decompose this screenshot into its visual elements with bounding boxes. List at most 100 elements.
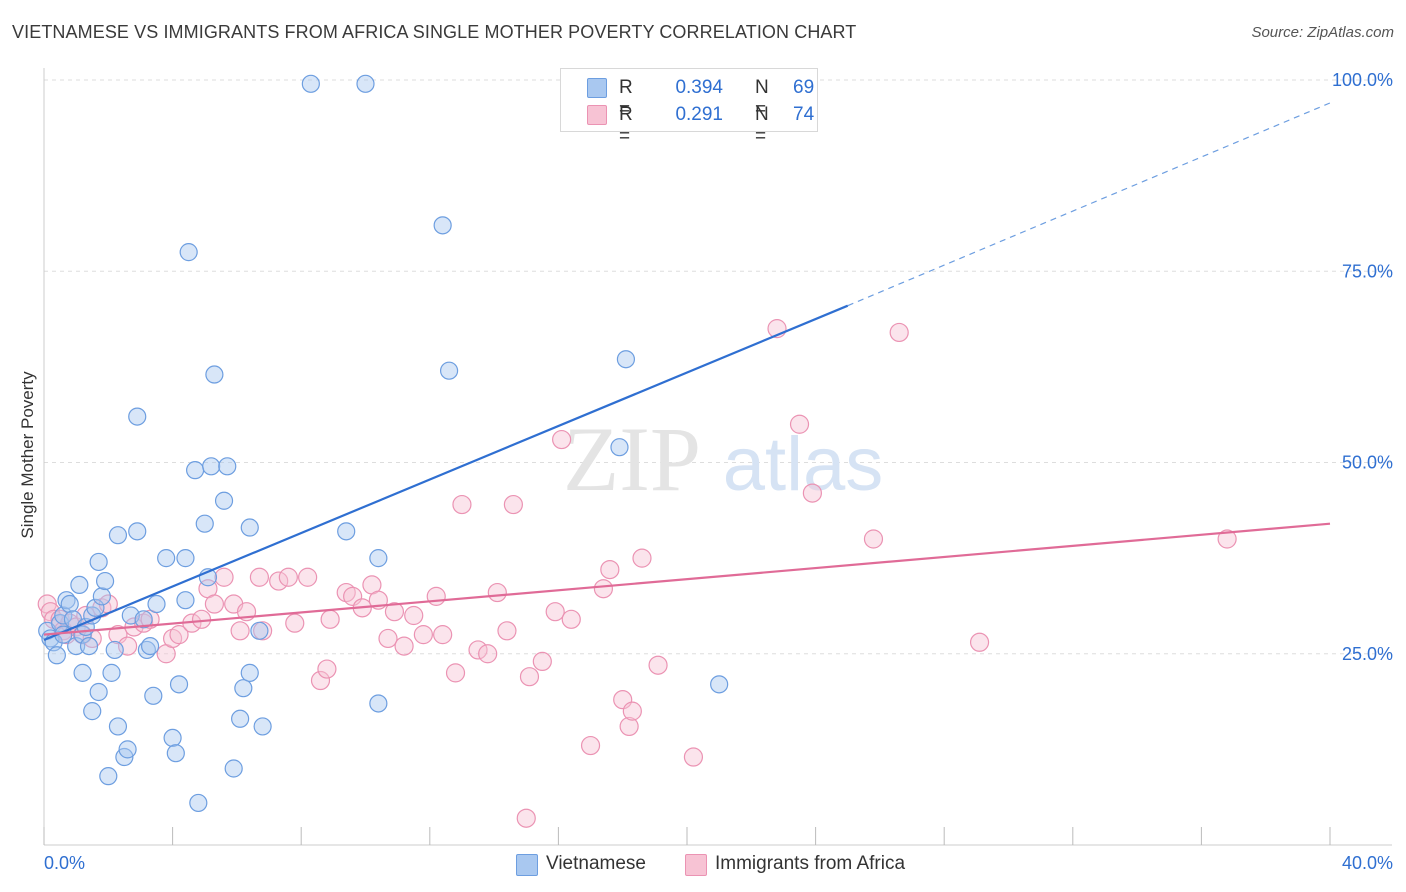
data-point-vietnamese bbox=[240, 518, 259, 537]
data-point-vietnamese bbox=[214, 491, 234, 510]
data-point-africa bbox=[593, 579, 614, 599]
data-point-vietnamese bbox=[89, 552, 108, 572]
data-point-vietnamese bbox=[253, 717, 272, 736]
legend-swatch-blue bbox=[587, 78, 607, 98]
data-point-vietnamese bbox=[157, 549, 176, 568]
data-point-africa bbox=[320, 609, 340, 629]
data-point-vietnamese bbox=[144, 686, 163, 705]
data-point-africa bbox=[863, 529, 884, 549]
data-point-vietnamese bbox=[189, 793, 208, 813]
data-point-africa bbox=[204, 594, 224, 614]
data-point-vietnamese bbox=[73, 663, 92, 682]
data-point-vietnamese bbox=[231, 709, 250, 728]
data-point-vietnamese bbox=[176, 549, 195, 568]
legend-swatch-blue bbox=[516, 854, 538, 876]
data-point-vietnamese bbox=[616, 350, 636, 369]
data-point-vietnamese bbox=[250, 621, 269, 640]
data-point-vietnamese bbox=[54, 606, 73, 625]
data-point-africa bbox=[561, 609, 581, 629]
data-point-vietnamese bbox=[369, 694, 388, 713]
data-point-africa bbox=[468, 640, 488, 660]
trend-line-vietnamese bbox=[43, 304, 849, 641]
x-tick-label: 0.0% bbox=[44, 853, 85, 873]
data-point-africa bbox=[622, 701, 642, 721]
data-point-africa bbox=[317, 659, 337, 679]
data-point-vietnamese bbox=[60, 594, 79, 614]
y-tick-label: 75.0% bbox=[1342, 261, 1393, 281]
legend-n-label: N = bbox=[755, 77, 769, 120]
data-point-vietnamese bbox=[163, 728, 182, 748]
data-point-vietnamese bbox=[710, 675, 729, 694]
data-point-africa bbox=[191, 609, 212, 629]
data-point-africa bbox=[516, 808, 536, 828]
data-point-vietnamese bbox=[186, 461, 205, 480]
legend-n-value: 69 bbox=[793, 77, 815, 98]
data-point-vietnamese bbox=[202, 457, 221, 476]
watermark: ZIP atlas bbox=[563, 408, 883, 510]
legend-n-value: 74 bbox=[793, 104, 815, 125]
data-point-africa bbox=[445, 663, 466, 683]
chart-title: VIETNAMESE VS IMMIGRANTS FROM AFRICA SIN… bbox=[12, 22, 857, 42]
data-point-vietnamese bbox=[67, 636, 86, 656]
data-point-vietnamese bbox=[105, 640, 124, 660]
data-point-africa bbox=[269, 571, 289, 591]
data-point-vietnamese bbox=[134, 610, 153, 629]
data-point-africa bbox=[384, 602, 405, 622]
data-point-africa bbox=[789, 414, 810, 434]
data-point-vietnamese bbox=[79, 636, 99, 656]
data-point-vietnamese bbox=[95, 571, 115, 591]
data-point-africa bbox=[889, 322, 909, 343]
source-label: Source: ZipAtlas.com bbox=[1251, 24, 1394, 41]
data-point-vietnamese bbox=[147, 594, 166, 614]
data-point-vietnamese bbox=[99, 767, 118, 786]
data-point-vietnamese bbox=[92, 587, 111, 606]
data-point-vietnamese bbox=[47, 646, 66, 665]
data-point-africa bbox=[552, 429, 572, 450]
data-point-vietnamese bbox=[169, 675, 189, 694]
data-point-africa bbox=[394, 636, 414, 656]
legend-r-label: R = bbox=[619, 104, 633, 147]
data-point-vietnamese bbox=[86, 598, 105, 617]
data-point-africa bbox=[497, 621, 517, 641]
legend-swatch-pink bbox=[587, 105, 607, 125]
data-point-vietnamese bbox=[176, 591, 195, 610]
data-point-africa bbox=[169, 625, 189, 645]
data-point-vietnamese bbox=[179, 243, 198, 262]
data-point-africa bbox=[426, 586, 446, 606]
correlation-legend: R = 0.394 N = 69 R = 0.291 N = 74 bbox=[560, 68, 818, 147]
data-point-africa bbox=[452, 494, 472, 515]
data-point-vietnamese bbox=[234, 679, 253, 698]
data-point-africa bbox=[1217, 529, 1237, 549]
data-point-africa bbox=[683, 747, 704, 767]
data-point-africa bbox=[214, 567, 234, 587]
data-point-africa bbox=[532, 651, 552, 672]
data-point-vietnamese bbox=[433, 216, 452, 235]
data-point-africa bbox=[503, 494, 523, 515]
data-point-africa bbox=[802, 483, 822, 503]
trend-line-africa bbox=[43, 522, 1331, 636]
data-point-africa bbox=[285, 613, 305, 633]
data-point-africa bbox=[969, 632, 990, 652]
data-point-vietnamese bbox=[89, 682, 108, 702]
data-point-vietnamese bbox=[118, 740, 137, 759]
data-point-africa bbox=[648, 655, 668, 675]
legend-r-value: 0.291 bbox=[675, 104, 723, 125]
data-point-vietnamese bbox=[205, 365, 224, 384]
axes bbox=[43, 68, 1392, 846]
y-tick-label: 25.0% bbox=[1342, 644, 1393, 664]
watermark-zip: ZIP bbox=[563, 408, 701, 510]
data-point-africa bbox=[404, 605, 424, 626]
data-point-vietnamese bbox=[83, 702, 102, 721]
data-point-vietnamese bbox=[224, 759, 243, 778]
data-point-africa bbox=[433, 625, 453, 645]
data-point-africa bbox=[600, 559, 620, 580]
data-point-vietnamese bbox=[610, 438, 629, 457]
legend-swatch-pink bbox=[685, 854, 707, 876]
data-point-vietnamese bbox=[140, 636, 160, 656]
legend-n-label: N = bbox=[755, 104, 769, 147]
data-point-africa bbox=[298, 567, 318, 587]
tick-labels: 25.0% 50.0% 75.0% 100.0% 0.0% 40.0% bbox=[44, 70, 1393, 873]
data-point-vietnamese bbox=[218, 457, 237, 476]
data-point-africa bbox=[478, 644, 498, 664]
